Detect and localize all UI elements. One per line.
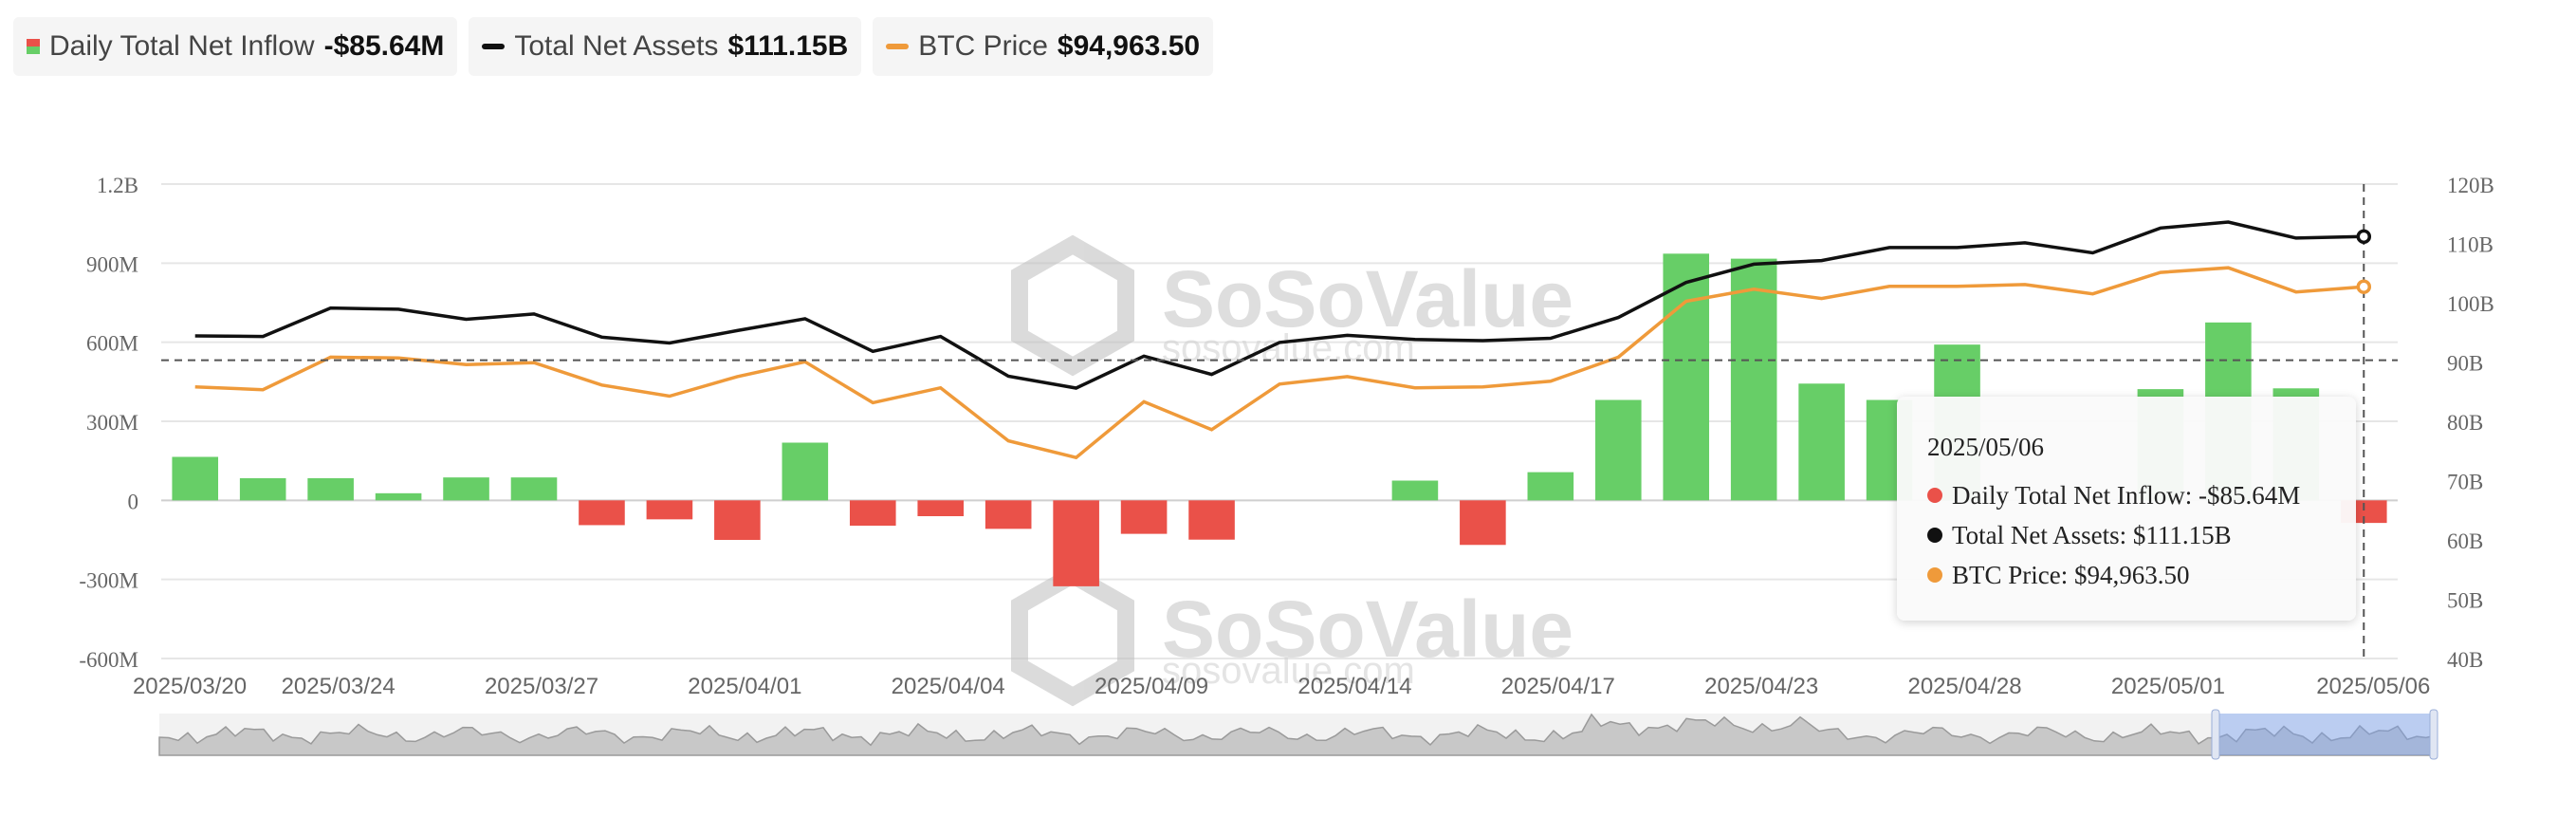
legend-item-inflow[interactable]: Daily Total Net Inflow -$85.64M [13, 17, 458, 76]
dot-icon [1927, 528, 1942, 543]
legend-inflow-label: Daily Total Net Inflow [49, 30, 315, 62]
tooltip-date: 2025/05/06 [1927, 433, 2045, 461]
range-navigator [158, 709, 2438, 760]
legend-assets-value: $111.15B [727, 30, 849, 62]
watermark-site: sosovalue.com [1162, 650, 1415, 692]
x-tick-label: 2025/03/24 [282, 674, 396, 699]
inflow-bar [307, 478, 354, 501]
x-tick-label: 2025/04/09 [1095, 674, 1208, 699]
y-left-tick-label: 600M [86, 332, 138, 356]
y-left-tick-label: -300M [79, 569, 138, 593]
btc-price-line [194, 266, 2364, 460]
line-swatch-icon [482, 44, 506, 49]
x-tick-label: 2025/03/27 [485, 674, 598, 699]
inflow-bar [1663, 253, 1710, 501]
legend-item-assets[interactable]: Total Net Assets $111.15B [469, 17, 862, 76]
x-tick-label: 2025/03/20 [133, 674, 247, 699]
y-right-tick-label: 90B [2447, 352, 2483, 376]
watermark-brand: SoSoValue [1162, 254, 1573, 343]
y-right-tick-label: 70B [2447, 471, 2483, 494]
x-tick-label: 2025/05/01 [2111, 674, 2225, 699]
y-right-tick-label: 120B [2447, 174, 2494, 197]
net-assets-line [194, 220, 2364, 390]
y-left-tick-label: 0 [128, 490, 139, 513]
y-right-tick-label: 100B [2447, 292, 2494, 316]
inflow-bar [510, 477, 558, 501]
legend-inflow-value: -$85.64M [323, 30, 445, 62]
inflow-bar [1391, 480, 1439, 501]
inflow-bar [239, 478, 286, 501]
bar-swatch-icon [27, 39, 40, 54]
x-tick-label: 2025/04/04 [892, 674, 1005, 699]
inflow-bar [1798, 383, 1845, 501]
inflow-bar [1188, 500, 1235, 540]
btc-hover-dot [2356, 279, 2372, 294]
inflow-bar [646, 500, 693, 520]
inflow-bar [1594, 399, 1642, 501]
tooltip-row-btc: BTC Price: $94,963.50 [1927, 555, 2356, 595]
y-left-tick-label: 1.2B [97, 174, 138, 197]
tooltip-inflow: Daily Total Net Inflow: -$85.64M [1952, 480, 2301, 510]
y-right-tick-label: 50B [2447, 589, 2483, 613]
navigator-selection[interactable] [2216, 714, 2434, 755]
series-lines [161, 184, 2398, 659]
navigator-handle[interactable] [2429, 709, 2438, 760]
inflow-bar [1527, 472, 1574, 501]
y-right-tick-label: 80B [2447, 411, 2483, 435]
x-tick-label: 2025/04/28 [1907, 674, 2021, 699]
watermark-site: sosovalue.com [1162, 327, 1415, 369]
x-tick-label: 2025/04/17 [1501, 674, 1615, 699]
inflow-bar [782, 442, 829, 501]
inflow-bar [443, 477, 489, 501]
inflow-bar [172, 456, 219, 501]
inflow-bar [1730, 258, 1777, 501]
watermarks: SoSoValuesosovalue.comSoSoValuesosovalue… [1011, 234, 1573, 707]
legend-btc-label: BTC Price [918, 30, 1048, 62]
inflow-bar [1460, 500, 1506, 546]
navigator-sparkline [158, 713, 2437, 756]
inflow-bar [579, 500, 625, 526]
tooltip: 2025/05/06 Daily Total Net Inflow: -$85.… [1897, 397, 2356, 621]
line-swatch-icon [886, 44, 910, 49]
inflow-bar [849, 500, 896, 526]
dot-icon [1927, 488, 1942, 503]
legend: Daily Total Net Inflow -$85.64M Total Ne… [13, 17, 1214, 76]
axes: 1.2B 900M 600M 300M 0 -300M -600M 120B 110B 100B 9… [79, 174, 2493, 699]
watermark-brand: SoSoValue [1162, 584, 1573, 674]
legend-assets-label: Total Net Assets [514, 30, 719, 62]
tooltip-btc: BTC Price: $94,963.50 [1952, 560, 2190, 589]
assets-hover-dot [2356, 229, 2372, 245]
inflow-bar [1120, 500, 1168, 534]
tooltip-row-inflow: Daily Total Net Inflow: -$85.64M [1927, 475, 2356, 515]
navigator-handle[interactable] [2211, 709, 2220, 760]
x-tick-label: 2025/04/14 [1297, 674, 1411, 699]
legend-item-btc[interactable]: BTC Price $94,963.50 [873, 17, 1214, 76]
dot-icon [1927, 567, 1942, 583]
tooltip-assets: Total Net Assets: $111.15B [1952, 520, 2232, 549]
y-left-tick-label: 300M [86, 411, 138, 435]
inflow-bar [1053, 500, 1099, 586]
y-left-tick-label: 900M [86, 252, 138, 276]
inflow-bar [917, 500, 965, 516]
x-tick-label: 2025/04/23 [1704, 674, 1818, 699]
x-tick-label: 2025/05/06 [2316, 674, 2430, 699]
y-right-tick-label: 40B [2447, 648, 2483, 672]
y-right-tick-label: 60B [2447, 529, 2483, 553]
tooltip-row-assets: Total Net Assets: $111.15B [1927, 515, 2356, 555]
inflow-bar [375, 492, 422, 501]
sosovalue-logo-icon [1011, 234, 1134, 377]
inflow-bar [714, 500, 761, 540]
y-right-tick-label: 110B [2447, 233, 2493, 257]
x-tick-label: 2025/04/01 [688, 674, 801, 699]
inflow-bar [984, 500, 1032, 529]
legend-btc-value: $94,963.50 [1057, 30, 1201, 62]
y-left-tick-label: -600M [79, 648, 138, 672]
